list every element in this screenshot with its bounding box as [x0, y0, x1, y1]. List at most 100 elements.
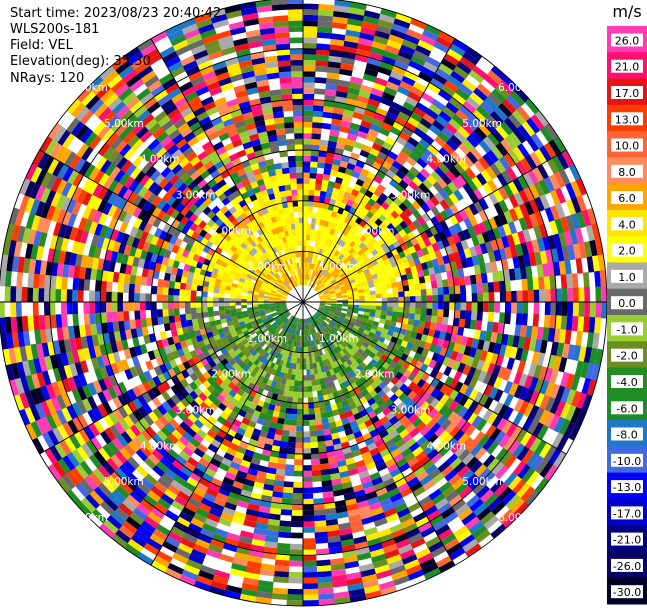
velocity-gate — [475, 320, 483, 331]
velocity-gate — [434, 345, 443, 355]
velocity-gate — [468, 215, 478, 227]
velocity-gate — [311, 357, 316, 364]
velocity-gate — [235, 298, 242, 302]
velocity-gate — [409, 290, 416, 297]
velocity-gate — [313, 368, 319, 375]
velocity-gate — [548, 139, 562, 157]
velocity-gate — [318, 308, 324, 313]
velocity-gate — [347, 296, 354, 300]
velocity-gate — [517, 464, 531, 480]
velocity-gate — [289, 327, 293, 334]
velocity-gate — [506, 167, 518, 182]
velocity-gate — [308, 183, 316, 190]
velocity-gate — [434, 249, 443, 259]
velocity-gate — [388, 34, 405, 45]
velocity-gate — [491, 128, 505, 143]
velocity-gate — [420, 231, 429, 241]
velocity-gate — [394, 502, 408, 513]
velocity-gate — [517, 143, 530, 159]
velocity-gate — [504, 280, 511, 292]
velocity-gate — [486, 457, 500, 472]
velocity-gate — [342, 339, 349, 346]
velocity-gate — [362, 314, 370, 320]
velocity-gate — [424, 404, 435, 416]
velocity-gate — [413, 338, 421, 347]
velocity-gate — [375, 197, 385, 206]
velocity-gate — [21, 286, 28, 302]
velocity-gate — [429, 322, 437, 331]
velocity-gate — [383, 323, 390, 330]
velocity-gate — [293, 357, 298, 364]
velocity-gate — [324, 94, 336, 102]
velocity-gate — [543, 411, 555, 428]
velocity-gate — [205, 548, 222, 559]
velocity-gate — [403, 290, 410, 297]
velocity-gate — [453, 403, 464, 415]
velocity-gate — [364, 291, 371, 296]
velocity-gate — [426, 260, 434, 269]
velocity-gate — [267, 461, 278, 469]
velocity-gate — [335, 176, 344, 185]
velocity-gate — [457, 465, 471, 478]
velocity-gate — [440, 507, 456, 520]
velocity-gate — [60, 288, 67, 302]
velocity-gate — [390, 28, 407, 40]
velocity-gate — [576, 211, 586, 229]
velocity-gate — [324, 294, 331, 298]
velocity-gate — [325, 157, 334, 165]
velocity-gate — [513, 371, 523, 386]
velocity-gate — [313, 402, 320, 409]
velocity-gate — [490, 65, 507, 81]
velocity-gate — [16, 271, 24, 288]
velocity-gate — [327, 204, 335, 211]
velocity-gate — [435, 115, 449, 128]
velocity-gate — [534, 211, 545, 226]
velocity-gate — [310, 453, 320, 460]
velocity-gate — [381, 91, 395, 102]
velocity-gate — [238, 440, 249, 450]
velocity-gate — [407, 381, 417, 391]
velocity-gate — [331, 374, 338, 381]
velocity-gate — [293, 465, 303, 471]
velocity-gate — [467, 366, 477, 378]
velocity-gate — [348, 7, 366, 16]
velocity-gate — [565, 182, 577, 200]
velocity-gate — [100, 291, 107, 302]
velocity-gate — [424, 24, 442, 37]
velocity-gate — [528, 184, 540, 200]
velocity-gate — [507, 475, 522, 491]
velocity-gate — [302, 476, 313, 483]
velocity-gate — [534, 110, 550, 128]
velocity-gate — [333, 236, 340, 244]
velocity-gate — [404, 409, 415, 420]
velocity-gate — [286, 599, 303, 607]
velocity-gate — [418, 495, 432, 507]
velocity-gate — [367, 185, 377, 194]
velocity-gate — [293, 340, 297, 347]
velocity-gate — [279, 406, 287, 414]
velocity-gate — [584, 302, 591, 318]
velocity-gate — [424, 189, 435, 200]
velocity-gate — [365, 62, 380, 72]
velocity-gate — [435, 272, 443, 282]
velocity-gate — [285, 332, 290, 338]
velocity-gate — [344, 281, 351, 286]
velocity-gate — [488, 292, 495, 303]
velocity-gate — [398, 229, 407, 238]
velocity-gate — [302, 380, 308, 387]
velocity-gate — [350, 268, 357, 274]
velocity-gate — [303, 48, 317, 55]
velocity-gate — [354, 265, 362, 272]
velocity-gate — [462, 228, 472, 240]
velocity-gate — [288, 362, 294, 369]
velocity-gate — [403, 34, 421, 46]
velocity-gate — [558, 357, 568, 373]
velocity-gate — [437, 89, 453, 102]
velocity-gate — [323, 250, 329, 257]
velocity-gate — [193, 580, 211, 592]
velocity-gate — [426, 335, 434, 344]
velocity-gate — [387, 292, 393, 298]
velocity-gate — [332, 187, 340, 195]
velocity-gate — [449, 134, 463, 148]
velocity-gate — [326, 274, 333, 280]
